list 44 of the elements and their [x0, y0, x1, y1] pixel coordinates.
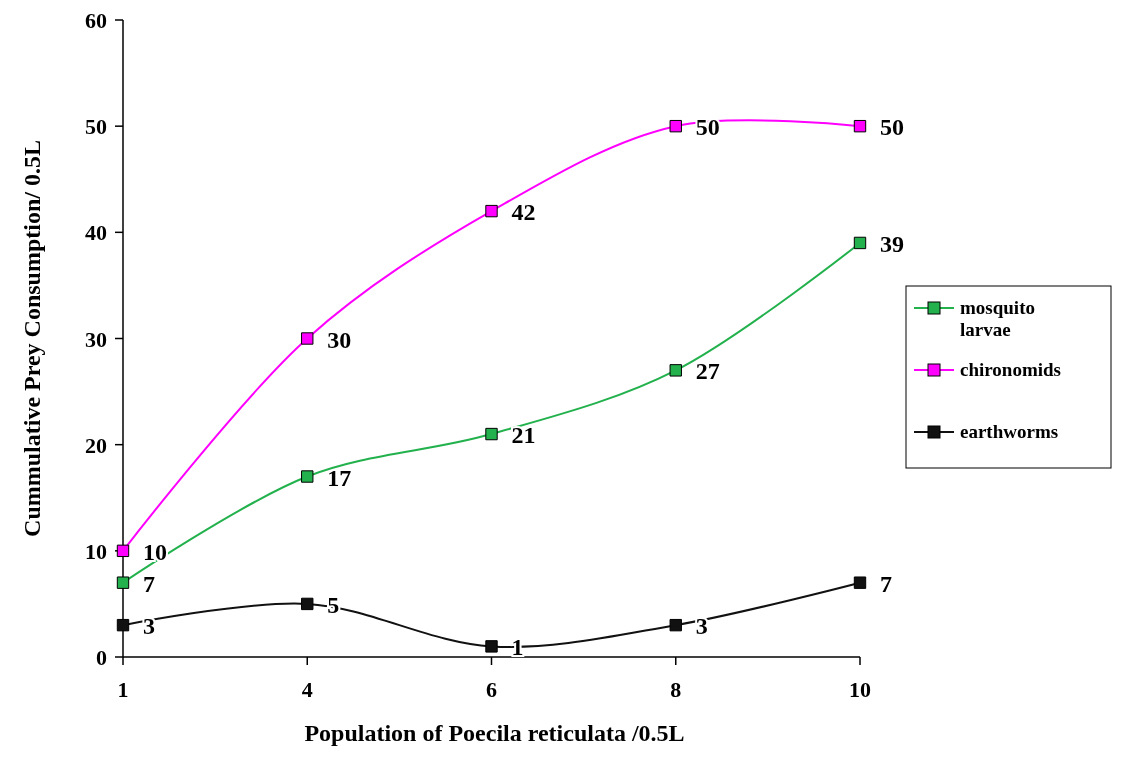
- y-tick-label: 0: [96, 645, 107, 670]
- point: [485, 640, 498, 653]
- data-label: 39: [880, 230, 904, 257]
- data-label: 50: [880, 114, 904, 141]
- x-tick-label: 4: [301, 677, 313, 702]
- data-label: 3: [143, 613, 155, 640]
- point: [301, 470, 314, 483]
- point: [116, 544, 130, 558]
- point: [116, 576, 130, 589]
- x-axis-title: Population of Poecila reticulata /0.5L: [304, 720, 685, 746]
- data-label: 21: [511, 422, 536, 449]
- data-label: 7: [143, 570, 155, 597]
- point: [669, 119, 682, 133]
- point: [853, 236, 867, 250]
- legend-label: mosquito larvae: [960, 297, 1035, 340]
- point: [669, 618, 682, 632]
- y-tick-label: 10: [85, 538, 107, 564]
- data-label: 17: [327, 464, 352, 491]
- data-label: 3: [695, 613, 708, 640]
- data-label: 10: [143, 538, 167, 565]
- point: [116, 618, 130, 632]
- point: [853, 119, 867, 133]
- y-tick-label: 30: [85, 326, 107, 352]
- x-tick-label: 8: [670, 677, 682, 702]
- point: [301, 597, 314, 611]
- point: [853, 576, 867, 589]
- x-tick-label: 10: [849, 677, 871, 702]
- y-tick-label: 20: [85, 432, 107, 458]
- data-label: 30: [327, 326, 352, 353]
- point: [301, 332, 314, 345]
- point: [485, 427, 498, 441]
- legend-label: chironomids: [960, 359, 1062, 380]
- data-label: 42: [511, 199, 536, 226]
- point: [669, 364, 682, 377]
- data-label: 27: [695, 358, 720, 385]
- data-label: 7: [880, 570, 892, 597]
- x-tick-label: 6: [486, 677, 497, 702]
- y-tick-label: 60: [85, 8, 107, 33]
- y-tick-label: 50: [85, 114, 107, 140]
- y-axis-title: Cummulative Prey Consumption/ 0.5L: [19, 140, 45, 537]
- point: [485, 204, 498, 218]
- x-tick-label: 1: [117, 677, 129, 702]
- legend-label: earthworms: [960, 421, 1059, 442]
- y-tick-label: 40: [85, 220, 107, 246]
